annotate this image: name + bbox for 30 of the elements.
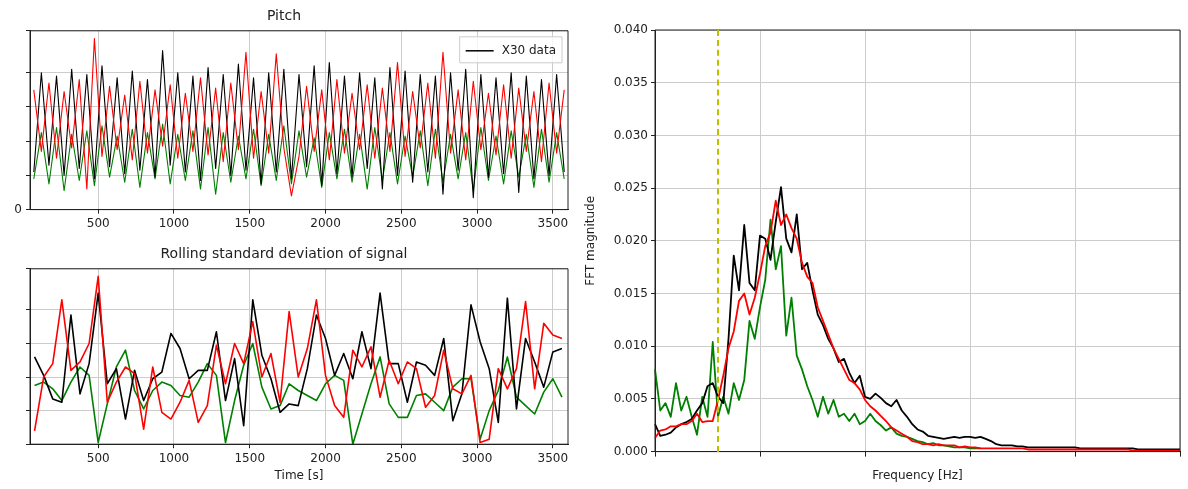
x-tick-label: 2500 <box>386 215 417 230</box>
y-tick-label: 0.010 <box>613 338 648 353</box>
y-tick-label: 0.000 <box>613 443 648 458</box>
x-tick-label: 2000 <box>310 215 341 230</box>
x-tick-label: 3500 <box>537 450 569 465</box>
text: 0 <box>14 201 22 216</box>
y-tick-label: 0.035 <box>613 74 648 89</box>
x-tick-label: 500 <box>86 450 110 465</box>
chart-title: Rolling standard deviation of signal <box>160 245 408 262</box>
x-tick-label: 1500 <box>234 450 266 465</box>
chart-title: Pitch <box>266 7 302 24</box>
y-axis-title: FFT magnitude <box>583 195 598 286</box>
y-tick-label: 0.005 <box>613 391 648 406</box>
x-axis-title: Frequency [Hz] <box>872 467 963 482</box>
x-tick-label: 1000 <box>158 215 190 230</box>
x-tick-label: 2000 <box>310 450 341 465</box>
y-tick-label: 0.015 <box>613 285 648 300</box>
y-tick-label: 0.030 <box>613 127 648 142</box>
x-axis-title: Time [s] <box>273 467 324 482</box>
y-tick-label: 0.020 <box>613 232 648 247</box>
x-tick-label: 1500 <box>234 215 266 230</box>
x-tick-label: 3000 <box>461 450 493 465</box>
x-tick-label: 3500 <box>537 215 569 230</box>
y-tick-label: 0.040 <box>613 22 648 37</box>
y-tick-label: 0.025 <box>613 180 648 195</box>
x-tick-label: 1000 <box>158 450 190 465</box>
x-tick-label: 2500 <box>386 450 417 465</box>
legend-label: X30 data <box>501 42 557 57</box>
x-tick-label: 3000 <box>461 215 493 230</box>
x-tick-label: 500 <box>86 215 110 230</box>
